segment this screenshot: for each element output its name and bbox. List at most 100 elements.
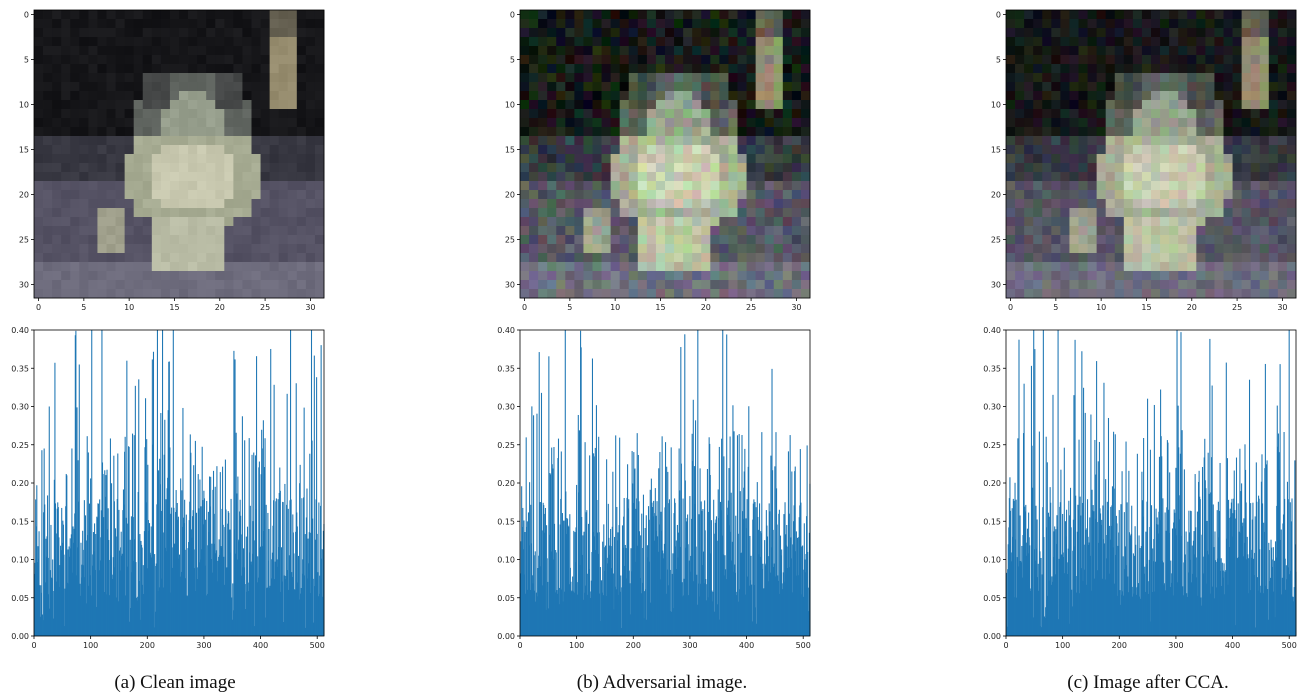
image-pixel <box>1087 226 1098 236</box>
bar <box>1187 572 1189 636</box>
image-pixel <box>1286 280 1297 290</box>
image-pixel <box>701 262 711 272</box>
bar <box>1070 487 1072 636</box>
image-pixel <box>1078 235 1088 245</box>
bar <box>1092 510 1094 636</box>
image-pixel <box>43 118 53 128</box>
bar <box>134 539 136 636</box>
image-pixel <box>260 208 271 218</box>
image-pixel <box>1241 226 1252 236</box>
bar <box>83 500 85 636</box>
image-pixel <box>1069 100 1079 110</box>
image-pixel <box>1160 262 1170 272</box>
bar <box>1153 404 1155 636</box>
bar <box>1263 531 1265 636</box>
bar <box>1207 550 1209 636</box>
image-pixel <box>179 91 189 101</box>
image-pixel <box>1259 82 1270 92</box>
bar <box>636 498 638 636</box>
bar <box>1060 554 1063 636</box>
bar <box>597 553 599 636</box>
image-pixel <box>1196 253 1206 263</box>
bar <box>691 433 693 636</box>
image-pixel <box>538 181 548 191</box>
image-pixel <box>70 235 80 245</box>
bar <box>793 521 795 636</box>
image-pixel <box>583 46 593 56</box>
bar <box>1030 588 1032 636</box>
bar <box>681 582 683 636</box>
bar <box>246 591 248 636</box>
image-pixel <box>737 19 747 29</box>
image-pixel <box>1069 127 1079 137</box>
bar <box>1059 506 1061 636</box>
image-pixel <box>43 37 53 47</box>
image-pixel <box>197 127 207 137</box>
bar <box>1030 365 1032 636</box>
bar <box>525 593 527 636</box>
bar <box>1204 438 1206 636</box>
bar <box>1026 555 1028 636</box>
image-pixel <box>1060 181 1070 191</box>
image-pixel <box>305 190 316 200</box>
image-pixel <box>1160 280 1170 290</box>
image-pixel <box>610 154 621 164</box>
image-pixel <box>764 73 775 83</box>
image-pixel <box>1132 289 1143 299</box>
bar <box>308 563 310 636</box>
image-pixel <box>800 28 811 38</box>
image-pixel <box>115 244 126 254</box>
image-pixel <box>800 262 811 272</box>
bar <box>1260 585 1262 636</box>
image-pixel <box>1205 280 1215 290</box>
image-pixel <box>800 118 811 128</box>
image-pixel <box>583 289 593 299</box>
image-pixel <box>601 100 612 110</box>
image-pixel <box>197 172 207 182</box>
bar <box>1154 591 1156 636</box>
image-pixel <box>1205 10 1215 20</box>
image-pixel <box>1132 217 1143 227</box>
bar <box>1107 417 1110 636</box>
image-pixel <box>547 262 557 272</box>
image-pixel <box>1132 253 1143 263</box>
image-pixel <box>538 64 548 74</box>
image-pixel <box>34 244 44 254</box>
image-pixel <box>1114 28 1125 38</box>
image-pixel <box>773 145 784 155</box>
bar <box>58 586 60 636</box>
image-pixel <box>1006 100 1016 110</box>
image-pixel <box>1060 118 1070 128</box>
image-pixel <box>169 46 180 56</box>
bar <box>800 502 802 636</box>
image-pixel <box>1078 163 1088 173</box>
bar <box>1056 526 1059 636</box>
image-pixel <box>251 280 261 290</box>
bar <box>1149 526 1151 636</box>
y-tick-label: 0.10 <box>11 556 29 565</box>
image-pixel <box>1015 46 1025 56</box>
image-pixel <box>719 136 729 146</box>
bar <box>1249 590 1251 636</box>
image-pixel <box>520 235 530 245</box>
image-pixel <box>1051 55 1061 65</box>
bar <box>600 621 602 636</box>
image-pixel <box>1078 46 1088 56</box>
image-pixel <box>728 91 738 101</box>
image-pixel <box>296 181 307 191</box>
bar <box>791 471 793 636</box>
bar <box>741 435 743 636</box>
image-pixel <box>701 235 711 245</box>
image-pixel <box>755 271 766 281</box>
image-pixel <box>665 217 675 227</box>
image-pixel <box>1250 46 1261 56</box>
image-pixel <box>637 82 648 92</box>
image-pixel <box>1033 172 1043 182</box>
image-pixel <box>1241 217 1252 227</box>
image-pixel <box>1006 64 1016 74</box>
bar <box>802 569 804 636</box>
image-pixel <box>1123 226 1134 236</box>
image-pixel <box>773 208 784 218</box>
image-pixel <box>800 217 811 227</box>
bar <box>140 540 142 636</box>
